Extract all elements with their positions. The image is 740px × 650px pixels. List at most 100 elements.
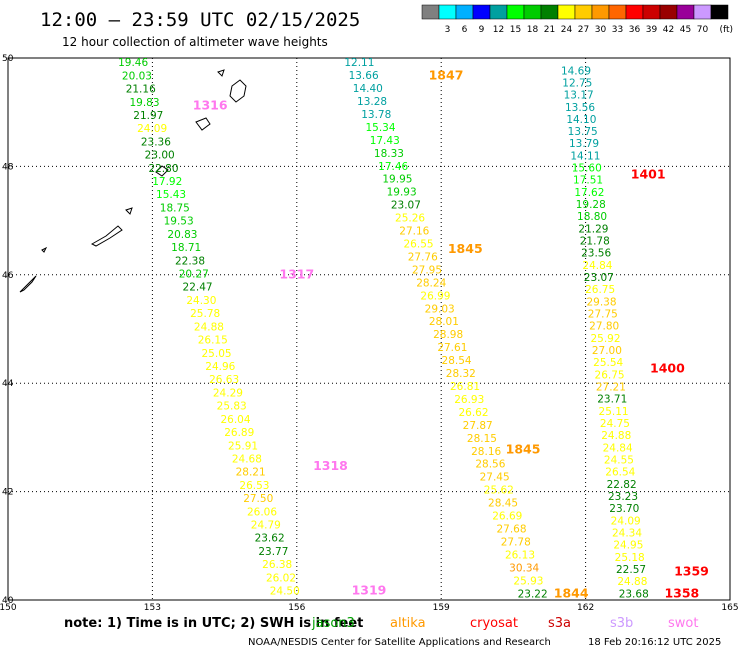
wave-height-value: 26.06 (247, 506, 277, 518)
colorbar-tick-label: 15 (510, 25, 521, 35)
colorbar-swatch (489, 4, 508, 20)
wave-height-value: 24.29 (213, 387, 243, 399)
pass-time-label: 1845 (506, 442, 541, 457)
wave-height-value: 28.45 (488, 498, 518, 510)
legend-entry: s3b (610, 616, 633, 631)
legend-entry: jason3 (311, 616, 355, 631)
satellite-track: 14.6912.7513.1713.5614.1013.7513.7914.11… (561, 65, 709, 600)
wave-height-value: 25.91 (228, 440, 258, 452)
wave-height-value: 26.81 (450, 381, 480, 393)
wave-height-value: 23.71 (597, 394, 627, 406)
wave-height-value: 28.54 (442, 355, 472, 367)
wave-height-value: 21.78 (580, 236, 610, 248)
wave-height-value: 27.87 (463, 420, 493, 432)
pass-time-label: 1847 (429, 68, 464, 83)
island-shape (217, 69, 225, 77)
wave-height-value: 25.26 (395, 213, 425, 225)
footer-credit: NOAA/NESDIS Center for Satellite Applica… (248, 637, 551, 648)
pass-time-label: 1401 (631, 166, 666, 181)
wave-height-value: 28.56 (475, 459, 505, 471)
wave-height-value: 19.53 (164, 216, 194, 228)
wave-height-value: 23.70 (609, 503, 639, 515)
wave-height-value: 24.88 (617, 576, 647, 588)
latitude-tick-label: 42 (2, 488, 13, 498)
wave-height-value: 27.21 (596, 382, 626, 394)
wave-height-value: 18.71 (171, 242, 201, 254)
pass-time-label: 1845 (448, 241, 483, 256)
wave-height-value: 27.45 (480, 472, 510, 484)
wave-height-value: 27.00 (592, 345, 622, 357)
colorbar-swatch (608, 4, 627, 20)
colorbar-swatch (540, 4, 559, 20)
wave-height-value: 29.03 (425, 303, 455, 315)
wave-height-value: 25.92 (590, 333, 620, 345)
wave-height-value: 19.95 (382, 174, 412, 186)
wave-height-value: 23.22 (518, 588, 548, 600)
wave-height-value: 12.11 (344, 57, 374, 69)
satellite-track: 12.1113.6614.4013.2813.7815.3417.4318.33… (344, 57, 589, 600)
wave-height-value: 30.34 (509, 562, 539, 574)
wave-height-value: 26.38 (262, 559, 292, 571)
wave-height-value: 28.15 (467, 433, 497, 445)
longitude-tick-label: 162 (577, 603, 594, 613)
wave-height-value: 24.96 (205, 361, 235, 373)
colorbar-tick-label: 45 (680, 25, 691, 35)
wave-height-value: 24.84 (582, 260, 612, 272)
wave-height-value: 27.75 (588, 309, 618, 321)
pass-time-label: 1318 (313, 458, 348, 473)
wave-height-value: 24.79 (251, 520, 281, 532)
island-shape (229, 79, 247, 103)
wave-height-value: 21.97 (133, 110, 163, 122)
colorbar-tick-label: 9 (479, 25, 485, 35)
colorbar-tick-label: 33 (612, 25, 623, 35)
wave-height-value: 14.40 (353, 83, 383, 95)
colorbar-tick-label: 39 (646, 25, 658, 35)
wave-height-value: 13.66 (349, 70, 379, 82)
wave-height-value: 27.78 (501, 536, 531, 548)
wave-height-value: 27.76 (408, 251, 438, 263)
wave-height-value: 27.50 (243, 493, 273, 505)
island-shape (19, 275, 37, 293)
wave-height-value: 22.82 (607, 479, 637, 491)
wave-height-value: 15.43 (156, 189, 186, 201)
pass-time-label: 1400 (650, 360, 685, 375)
map-gridlines (8, 58, 730, 600)
colorbar-tick-label: 70 (697, 25, 709, 35)
wave-height-value: 23.77 (258, 546, 288, 558)
wave-height-value: 14.11 (570, 150, 600, 162)
wave-height-value: 25.54 (593, 357, 623, 369)
wave-height-value: 26.63 (209, 374, 239, 386)
wave-height-value: 19.93 (387, 187, 417, 199)
wave-height-value: 24.84 (603, 442, 633, 454)
colorbar-tick-label: 42 (663, 25, 674, 35)
colorbar-swatch (506, 4, 525, 20)
wave-height-value: 26.55 (404, 239, 434, 251)
wave-height-value: 27.68 (496, 524, 526, 536)
wave-height-value: 14.69 (561, 65, 591, 77)
latitude-tick-label: 46 (2, 271, 14, 281)
satellite-tracks: 19.4620.0321.1619.8321.9724.0923.3623.00… (118, 57, 709, 600)
wave-height-value: 26.54 (605, 467, 635, 479)
colorbar-swatch (591, 4, 610, 20)
wave-height-value: 28.01 (429, 316, 459, 328)
pass-time-label: 1844 (554, 585, 589, 600)
wave-height-value: 18.33 (374, 148, 404, 160)
axis-tick-labels: 150 153 156 159 162 165 50 48 46 44 42 40 (0, 54, 739, 613)
wave-height-value: 25.11 (599, 406, 629, 418)
wave-height-value: 17.43 (370, 135, 400, 147)
island-shape (195, 117, 211, 131)
colorbar-swatch (523, 4, 542, 20)
wave-height-value: 13.79 (569, 138, 599, 150)
wave-height-value: 19.83 (129, 97, 159, 109)
wave-height-value: 26.13 (505, 549, 535, 561)
wave-height-value: 13.17 (564, 90, 594, 102)
wave-height-value: 22.80 (148, 163, 178, 175)
island-shape (155, 165, 169, 177)
wave-height-value: 27.16 (399, 226, 429, 238)
wave-height-value: 26.02 (266, 572, 296, 584)
page-title: 12:00 — 23:59 UTC 02/15/2025 (40, 9, 360, 31)
wave-height-value: 23.62 (255, 533, 285, 545)
wave-height-value: 18.80 (577, 211, 607, 223)
